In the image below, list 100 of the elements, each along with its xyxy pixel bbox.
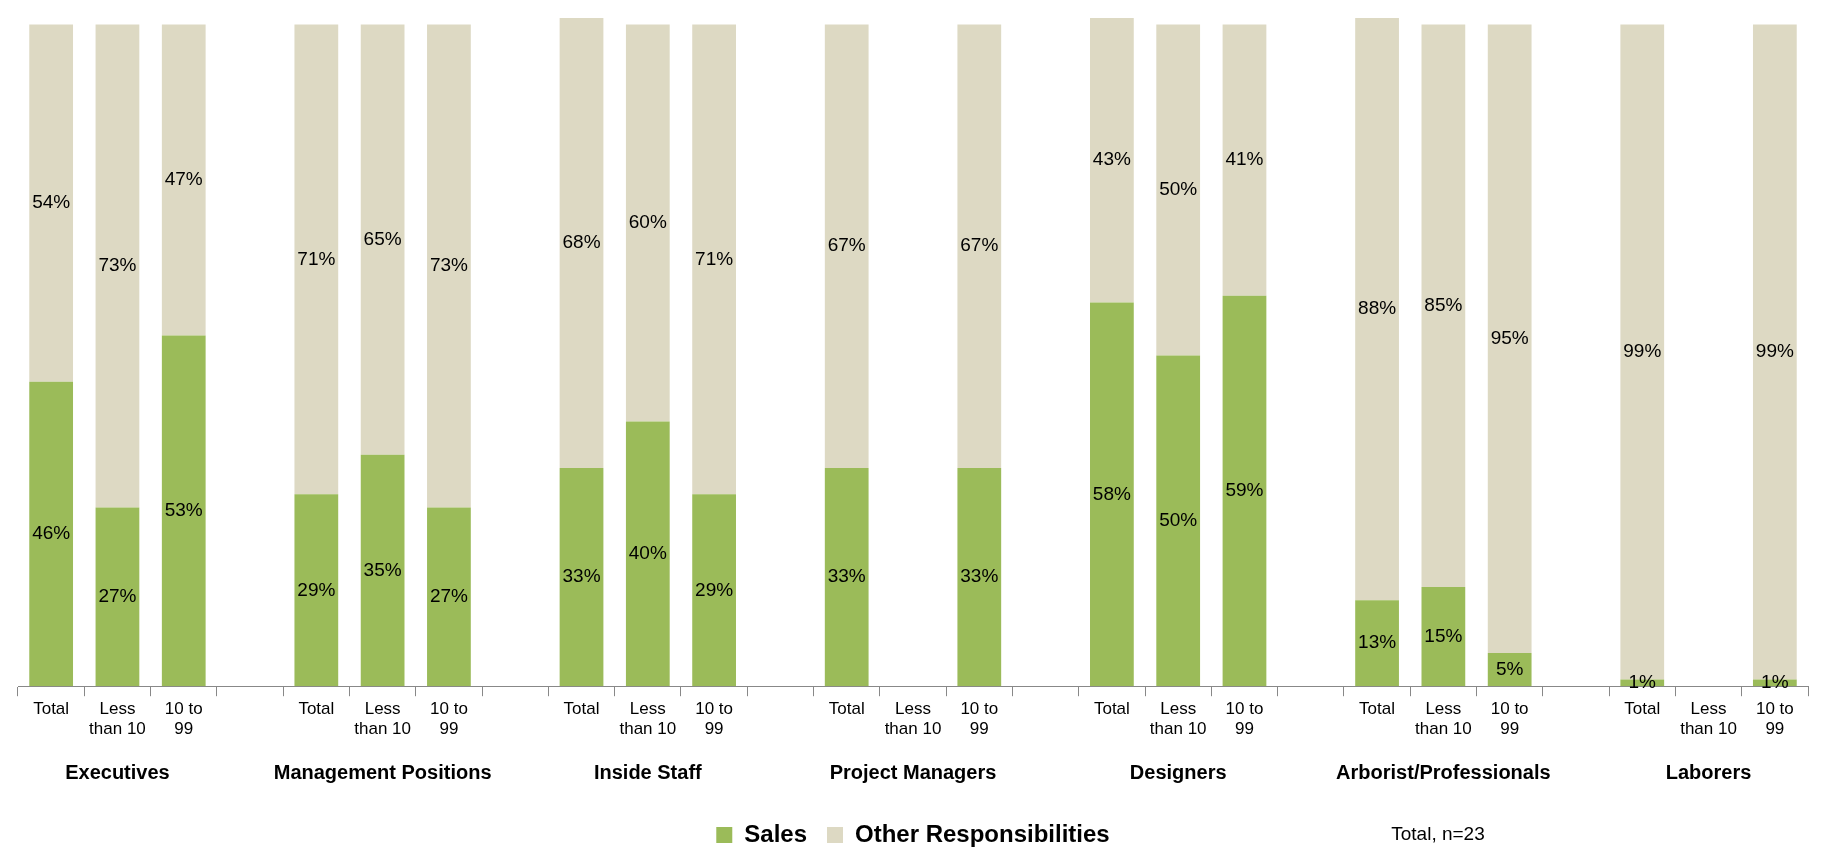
bar xyxy=(625,24,670,422)
bar xyxy=(625,421,670,687)
bar xyxy=(360,24,405,455)
data-label: 59% xyxy=(1225,479,1264,501)
data-label: 15% xyxy=(1424,624,1463,646)
data-label: 68% xyxy=(562,231,601,253)
bar xyxy=(1421,24,1466,587)
data-label: 85% xyxy=(1424,294,1463,316)
bar xyxy=(294,24,339,495)
data-label: 99% xyxy=(1755,340,1794,362)
bar xyxy=(559,18,604,468)
bar xyxy=(29,24,74,382)
data-label: 46% xyxy=(32,522,71,544)
bar xyxy=(427,24,471,508)
x-tick-label: 10 to 99 xyxy=(1225,699,1264,739)
data-label: 71% xyxy=(695,247,734,269)
bar xyxy=(1222,295,1267,687)
data-label: 27% xyxy=(429,585,469,607)
bar xyxy=(957,467,1002,687)
x-tick-label: Total xyxy=(33,699,70,719)
bar xyxy=(824,467,869,687)
x-tick-label: 10 to 99 xyxy=(164,699,203,739)
data-label: 60% xyxy=(628,211,667,233)
bar xyxy=(1421,586,1466,687)
data-label: 65% xyxy=(363,227,402,249)
data-label: 54% xyxy=(32,191,71,213)
data-label: 73% xyxy=(98,254,137,276)
x-tick-label: 10 to 99 xyxy=(960,699,999,739)
bar xyxy=(294,494,339,687)
text: Management Positions xyxy=(273,760,492,783)
x-tick-label: Less than 10 xyxy=(354,699,411,739)
x-tick-label: 10 to 99 xyxy=(695,699,734,739)
data-label: 99% xyxy=(1623,340,1662,362)
data-label: 71% xyxy=(297,247,336,269)
data-label: 27% xyxy=(98,585,137,607)
data-label: 40% xyxy=(628,542,667,564)
x-tick-label: 10 to 99 xyxy=(1755,699,1794,739)
bar xyxy=(692,494,736,687)
bar xyxy=(360,454,405,687)
bar xyxy=(692,24,736,495)
data-label: 43% xyxy=(1092,148,1132,170)
data-label: 50% xyxy=(1159,509,1198,531)
x-tick-label: Total xyxy=(563,699,600,719)
bar xyxy=(1090,18,1134,303)
bar xyxy=(1487,24,1532,654)
bar xyxy=(29,381,74,687)
bar xyxy=(1156,24,1201,356)
x-tick-label: 10 to 99 xyxy=(1490,699,1529,739)
data-label: 95% xyxy=(1490,327,1529,349)
bar xyxy=(95,507,140,687)
x-tick-label: Total xyxy=(298,699,335,719)
data-label: 33% xyxy=(827,565,866,587)
bar xyxy=(957,24,1002,468)
text: Total, n=23 xyxy=(1391,823,1485,845)
data-label: 47% xyxy=(164,168,203,190)
bar xyxy=(824,24,869,468)
data-label: 5% xyxy=(1495,657,1524,679)
text: Designers xyxy=(1129,760,1227,783)
data-label: 13% xyxy=(1358,631,1397,653)
bar xyxy=(1222,24,1267,296)
x-tick-label: Less than 10 xyxy=(1149,699,1207,739)
bar xyxy=(1355,18,1399,601)
x-tick-label: Total xyxy=(1624,699,1661,719)
data-label: 41% xyxy=(1225,148,1264,170)
text: Executives xyxy=(65,760,170,783)
data-label: 29% xyxy=(695,578,734,600)
legend-label: Sales xyxy=(744,819,807,847)
x-tick-label: Total xyxy=(1359,699,1396,719)
data-label: 53% xyxy=(164,499,203,521)
bar xyxy=(1355,600,1399,687)
x-tick-label: 10 to 99 xyxy=(430,699,468,739)
x-tick-label: Less than 10 xyxy=(1680,699,1737,739)
data-label: 35% xyxy=(363,558,402,580)
x-tick-label: Less than 10 xyxy=(89,699,146,739)
text: Project Managers xyxy=(829,760,997,783)
bar xyxy=(161,335,206,687)
data-label: 33% xyxy=(960,565,999,587)
data-label: 67% xyxy=(960,234,999,256)
text: Laborers xyxy=(1665,760,1752,783)
data-label: 73% xyxy=(429,254,469,276)
x-tick-label: Total xyxy=(828,699,865,719)
bar xyxy=(1090,302,1134,687)
text: Arborist/Professionals xyxy=(1336,760,1551,783)
x-tick-label: Less than 10 xyxy=(884,699,942,739)
x-tick-label: Less than 10 xyxy=(1415,699,1472,739)
bar xyxy=(161,24,206,336)
x-tick-label: Total xyxy=(1093,699,1130,719)
bar xyxy=(1156,355,1201,687)
data-label: 33% xyxy=(562,565,601,587)
data-label: 58% xyxy=(1092,482,1132,504)
data-label: 67% xyxy=(827,234,866,256)
data-label: 29% xyxy=(297,578,336,600)
data-label: 88% xyxy=(1358,297,1397,319)
bar xyxy=(95,24,140,508)
text: Inside Staff xyxy=(593,760,703,783)
legend-label: Other Responsibilities xyxy=(855,819,1110,847)
data-label: 50% xyxy=(1159,178,1198,200)
x-tick-label: Less than 10 xyxy=(619,699,677,739)
bar xyxy=(427,507,471,687)
bar xyxy=(559,467,604,687)
